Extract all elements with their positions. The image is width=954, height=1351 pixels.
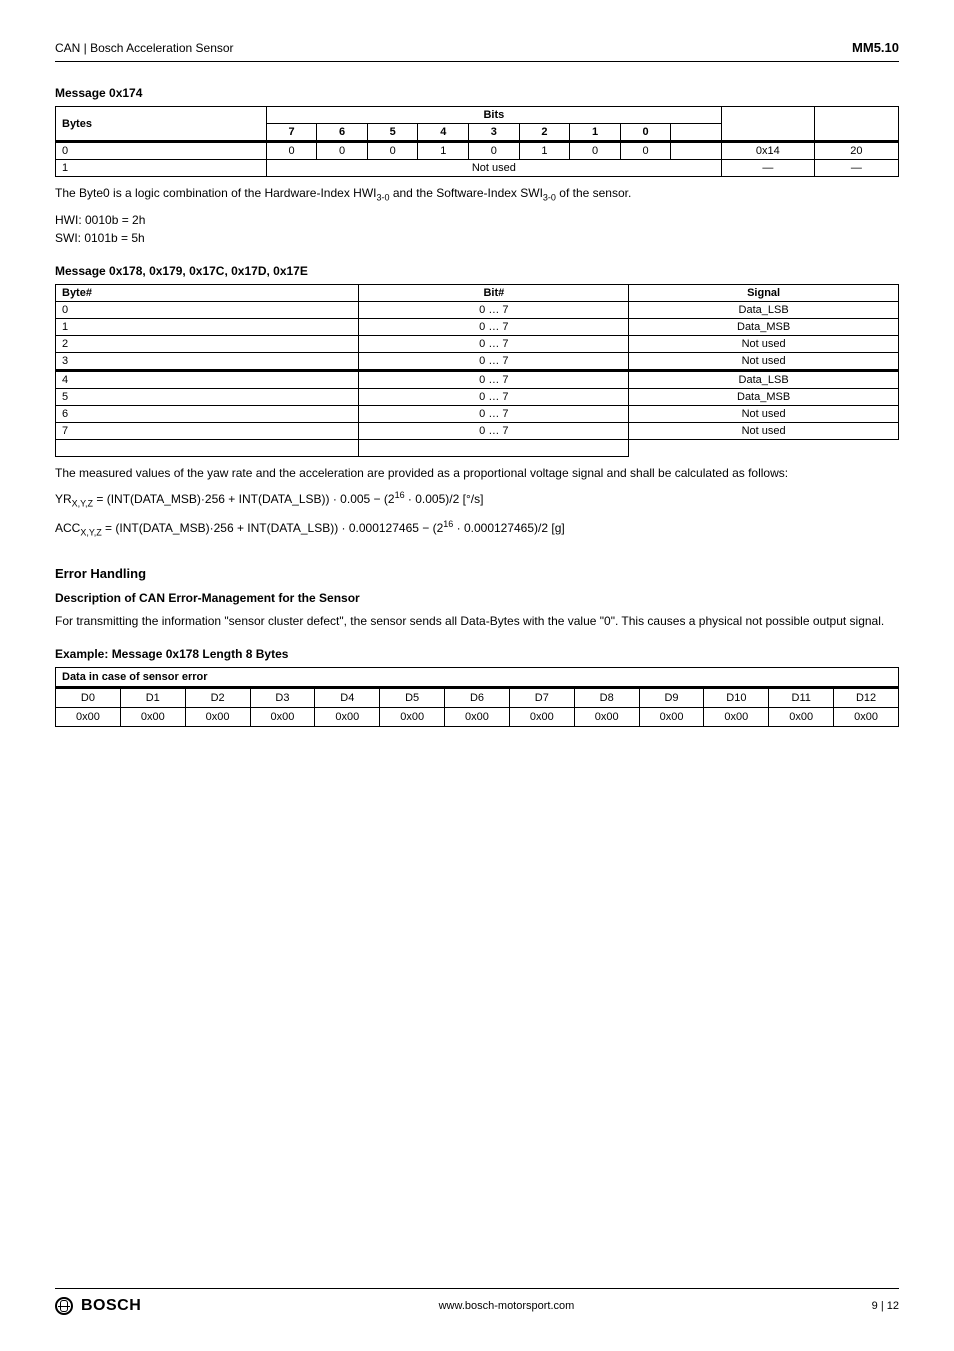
t1-r0-blank xyxy=(671,142,722,160)
t2-g1-r2: 6 0 … 7 Not used xyxy=(56,405,899,422)
t1-bytes-header: Bytes xyxy=(56,107,267,142)
table1-row-1: 1 Not used — — xyxy=(56,160,899,177)
t1-r0-b7: 0 xyxy=(266,142,317,160)
table2-title: Message 0x178, 0x179, 0x17C, 0x17D, 0x17… xyxy=(55,264,899,278)
t1-blank-header-2 xyxy=(814,107,898,142)
t2-g0-r3: 3 0 … 7 Not used xyxy=(56,352,899,370)
error-para: For transmitting the information "sensor… xyxy=(55,613,899,629)
t3-span-header: Data in case of sensor error xyxy=(56,668,899,688)
t1-r1-hex: — xyxy=(721,160,814,177)
t2-trailing-blank xyxy=(56,439,899,456)
error-subtitle: Description of CAN Error-Management for … xyxy=(55,591,899,605)
t1-r0-b2: 1 xyxy=(519,142,570,160)
footer-url: www.bosch-motorsport.com xyxy=(439,1300,575,1312)
t1-bit-3: 3 xyxy=(469,124,520,142)
t1-bit-0: 0 xyxy=(620,124,671,142)
byte0-line3: SWI: 0101b = 5h xyxy=(55,230,899,246)
table1-header-row-1: Bytes Bits xyxy=(56,107,899,124)
t1-bit-4: 4 xyxy=(418,124,469,142)
t2-h0: Byte# xyxy=(56,284,359,301)
t1-r0-dec: 20 xyxy=(814,142,898,160)
t2-h2: Signal xyxy=(629,284,899,301)
t1-r0-label: 0 xyxy=(56,142,267,160)
t2-g0-r0: 0 0 … 7 Data_LSB xyxy=(56,301,899,318)
t1-r0-hex: 0x14 xyxy=(721,142,814,160)
formula-intro: The measured values of the yaw rate and … xyxy=(55,465,899,481)
t2-g0-r1: 1 0 … 7 Data_MSB xyxy=(56,318,899,335)
footer-brand: BOSCH xyxy=(81,1297,141,1315)
t2-g0-r2: 2 0 … 7 Not used xyxy=(56,335,899,352)
table2: Byte# Bit# Signal 0 0 … 7 Data_LSB 1 0 …… xyxy=(55,284,899,457)
table1: Bytes Bits 7 6 5 4 3 2 1 0 0 0 0 0 1 0 1… xyxy=(55,106,899,177)
t1-r0-b3: 0 xyxy=(469,142,520,160)
byte0-line1: The Byte0 is a logic combination of the … xyxy=(55,185,899,204)
t1-bit-5: 5 xyxy=(367,124,418,142)
t1-bit-blank xyxy=(671,124,722,142)
table1-row-0: 0 0 0 0 1 0 1 0 0 0x14 20 xyxy=(56,142,899,160)
t2-h1: Bit# xyxy=(359,284,629,301)
t1-bit-6: 6 xyxy=(317,124,368,142)
table3-title: Example: Message 0x178 Length 8 Bytes xyxy=(55,647,899,661)
t3-value-row: 0x00 0x00 0x00 0x00 0x00 0x00 0x00 0x00 … xyxy=(56,708,899,727)
t1-r0-b4: 1 xyxy=(418,142,469,160)
formula-yaw: YRX,Y,Z = (INT(DATA_MSB)·256 + INT(DATA_… xyxy=(55,489,899,510)
t2-g1-r3: 7 0 … 7 Not used xyxy=(56,422,899,439)
t1-bit-2: 2 xyxy=(519,124,570,142)
t1-r1-label: 1 xyxy=(56,160,267,177)
t1-r0-b0: 0 xyxy=(620,142,671,160)
t3-span-text: Data in case of sensor error xyxy=(56,668,899,688)
t2-g1-r0: 4 0 … 7 Data_LSB xyxy=(56,370,899,388)
bosch-logo-icon xyxy=(55,1297,73,1315)
t2-g1-r1: 5 0 … 7 Data_MSB xyxy=(56,388,899,405)
page-footer: BOSCH www.bosch-motorsport.com 9 | 12 xyxy=(55,1288,899,1315)
header-right: MM5.10 xyxy=(852,40,899,55)
footer-page: 9 | 12 xyxy=(872,1300,899,1312)
t1-r0-b5: 0 xyxy=(367,142,418,160)
t1-r1-span: Not used xyxy=(266,160,721,177)
table3: Data in case of sensor error D0 D1 D2 D3… xyxy=(55,667,899,727)
byte0-line2: HWI: 0010b = 2h xyxy=(55,212,899,228)
t1-bit-7: 7 xyxy=(266,124,317,142)
error-heading: Error Handling xyxy=(55,566,899,581)
t1-blank-header-1 xyxy=(721,107,814,142)
header-divider xyxy=(55,61,899,62)
t3-header-row: D0 D1 D2 D3 D4 D5 D6 D7 D8 D9 D10 D11 D1… xyxy=(56,688,899,708)
header-left: CAN | Bosch Acceleration Sensor xyxy=(55,41,234,55)
t1-bits-header: Bits xyxy=(266,107,721,124)
t1-r1-dec: — xyxy=(814,160,898,177)
t1-bit-1: 1 xyxy=(570,124,621,142)
table1-title: Message 0x174 xyxy=(55,86,899,100)
t2-header: Byte# Bit# Signal xyxy=(56,284,899,301)
t1-r0-b1: 0 xyxy=(570,142,621,160)
t1-r0-b6: 0 xyxy=(317,142,368,160)
formula-acc: ACCX,Y,Z = (INT(DATA_MSB)·256 + INT(DATA… xyxy=(55,518,899,539)
